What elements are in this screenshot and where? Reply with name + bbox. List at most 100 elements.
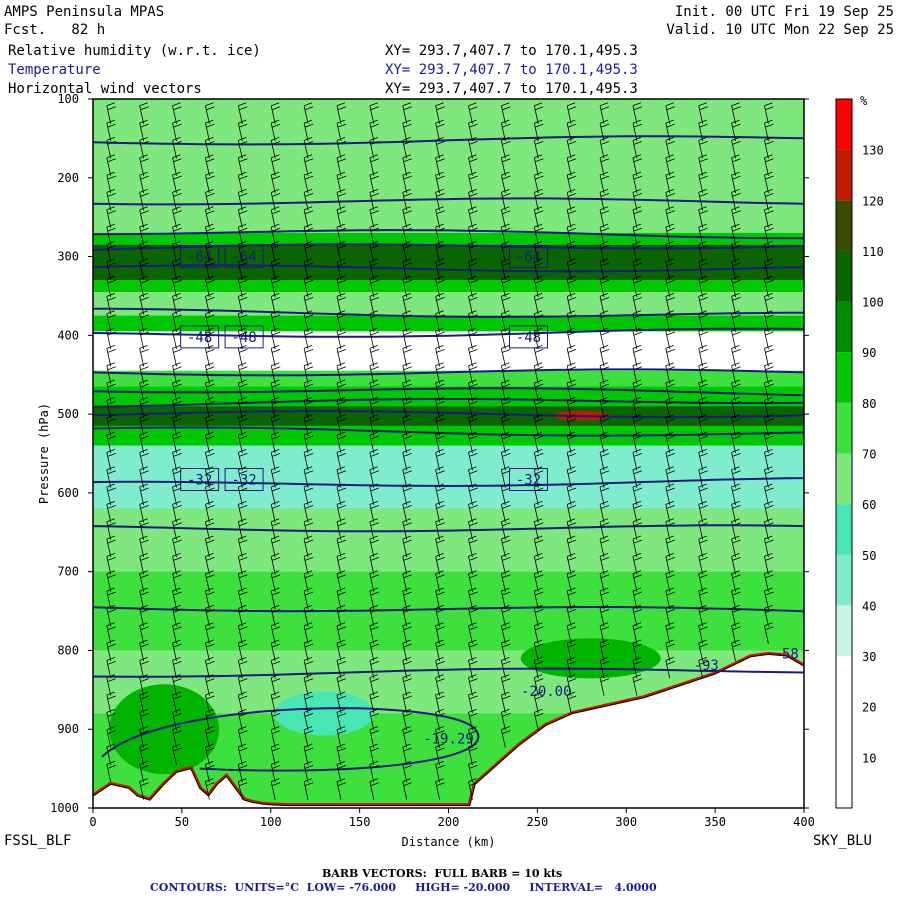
wind-barb xyxy=(632,223,643,246)
wind-barb xyxy=(402,552,412,575)
wind-barb xyxy=(205,379,215,402)
wind-barb xyxy=(402,275,412,298)
wind-barb xyxy=(698,397,708,419)
isotherm-line xyxy=(92,426,805,437)
wind-barb xyxy=(237,656,248,679)
wind-barb xyxy=(402,639,412,662)
wind-barb xyxy=(270,570,281,592)
wind-barb xyxy=(533,431,544,454)
wind-barb xyxy=(336,587,347,610)
wind-barb xyxy=(435,500,445,523)
wind-barb xyxy=(632,518,643,540)
wind-barb xyxy=(533,518,544,540)
wind-barb xyxy=(172,345,182,367)
wind-barb xyxy=(402,414,412,436)
wind-barb xyxy=(139,189,149,211)
wind-barb xyxy=(566,535,577,558)
wind-barb xyxy=(632,414,643,436)
wind-barb xyxy=(106,345,116,367)
wind-barb xyxy=(435,639,445,662)
wind-barb xyxy=(336,327,347,350)
colorbar-label: 100 xyxy=(862,296,884,310)
wind-barb xyxy=(731,154,741,176)
wind-barb xyxy=(369,119,379,142)
wind-barb xyxy=(303,604,314,627)
wind-barb xyxy=(435,587,445,610)
wind-barb xyxy=(172,500,182,523)
wind-barb xyxy=(237,622,248,644)
wind-barb xyxy=(566,258,577,280)
wind-barb xyxy=(369,570,379,592)
wind-barb xyxy=(632,310,643,332)
x-axis: 0 50 100 150 200 250 300 350 400 Distance (km) xyxy=(89,808,815,849)
wind-barb xyxy=(237,137,248,159)
rh-band xyxy=(93,244,804,281)
isotherm-label: -32 xyxy=(231,472,256,488)
wind-barb xyxy=(139,674,149,696)
wind-barb xyxy=(764,241,774,263)
wind-barb xyxy=(632,397,643,419)
wind-barb xyxy=(106,587,116,610)
wind-barb xyxy=(369,293,379,315)
wind-barb xyxy=(205,726,215,748)
wind-barb xyxy=(533,102,544,124)
wind-barb xyxy=(303,258,314,280)
rh-moist-pocket xyxy=(109,684,220,775)
isotherm-line xyxy=(92,477,805,488)
wind-barb xyxy=(533,552,544,575)
wind-barb xyxy=(500,327,511,350)
wind-barb xyxy=(205,310,215,332)
wind-barb xyxy=(599,206,610,228)
wind-barb xyxy=(139,137,149,159)
wind-barb xyxy=(764,379,774,402)
wind-barb xyxy=(599,310,610,332)
wind-barb xyxy=(731,466,741,488)
wind-barb xyxy=(336,622,347,644)
wind-barb xyxy=(402,223,412,246)
wind-barb xyxy=(139,656,149,679)
wind-barb xyxy=(533,206,544,228)
wind-barb xyxy=(698,466,708,488)
y-tick-label: 1000 xyxy=(50,801,79,815)
wind-barb xyxy=(336,171,347,194)
wind-barb xyxy=(500,570,511,592)
wind-barb xyxy=(566,171,577,194)
wind-barb xyxy=(566,483,577,506)
wind-barb xyxy=(106,691,116,714)
wind-barb xyxy=(764,223,774,246)
rh-band xyxy=(93,292,804,316)
wind-barb xyxy=(435,449,445,471)
wind-barb xyxy=(435,604,445,627)
wind-barb xyxy=(106,258,116,280)
wind-barb xyxy=(698,102,708,124)
wind-barb xyxy=(106,656,116,679)
wind-barb xyxy=(764,570,774,592)
wind-barb xyxy=(369,587,379,610)
wind-barb xyxy=(500,379,511,402)
wind-barb xyxy=(468,345,478,367)
wind-barb xyxy=(106,466,116,488)
colorbar-label: 40 xyxy=(862,599,876,613)
wind-barb xyxy=(632,154,643,176)
wind-barb xyxy=(402,622,412,644)
wind-barb xyxy=(698,293,708,315)
wind-barb xyxy=(698,189,708,211)
wind-barb xyxy=(237,154,248,176)
wind-barb xyxy=(303,656,314,679)
wind-barb xyxy=(764,362,774,384)
wind-barb xyxy=(468,708,478,731)
wind-barb xyxy=(237,206,248,228)
isotherm-label-box xyxy=(508,325,548,349)
wind-barb xyxy=(632,674,643,696)
wind-barb xyxy=(369,154,379,176)
wind-barb xyxy=(336,518,347,540)
wind-barb xyxy=(632,622,643,644)
wind-barb xyxy=(172,743,182,766)
wind-barb xyxy=(599,500,610,523)
wind-barb xyxy=(106,102,116,124)
wind-barb xyxy=(468,275,478,298)
wind-barb xyxy=(205,656,215,679)
wind-barb xyxy=(270,743,281,766)
wind-barb xyxy=(303,449,314,471)
wind-barb xyxy=(665,552,675,575)
